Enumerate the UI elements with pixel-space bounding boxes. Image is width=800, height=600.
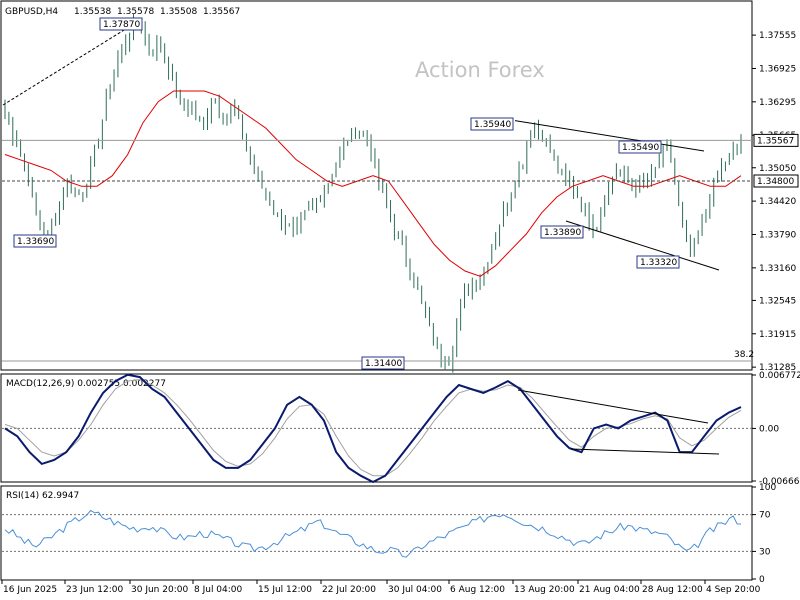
level-tag-label: 1.34800 [757,177,794,187]
watermark: Action Forex [415,58,545,82]
price-annotation-label: 1.35940 [474,120,511,130]
x-tick-label: 30 Jul 04:00 [388,585,442,595]
price-annotation-box [361,356,405,370]
price-annotation-label: 1.33320 [640,258,677,268]
close-value: 1.35567 [203,7,240,17]
x-tick-label: 8 Jul 04:00 [194,585,243,595]
price-y-tick-label: 1.33160 [759,264,796,274]
trend-line [514,120,705,152]
price-annotation-label: 1.35490 [622,143,659,153]
price-annotation-box [99,17,143,31]
rsi-y-tick-label: 0 [759,575,765,585]
moving-average-line [4,90,742,277]
x-tick-label: 15 Jul 12:00 [258,585,312,595]
x-tick-label: 16 Jun 2025 [3,585,57,595]
price-y-tick-label: 1.35050 [759,164,796,174]
rsi-y-tick-label: 70 [759,511,771,521]
price-annotation-label: 1.31400 [365,359,402,369]
x-tick-label: 6 Aug 12:00 [450,585,505,595]
rsi-y-tick-label: 30 [759,547,771,557]
high-value: 1.35578 [117,7,154,17]
x-tick-label: 23 Jun 12:00 [66,585,123,595]
price-annotation-box [636,255,680,269]
price-y-tick-label: 1.32545 [759,296,796,306]
macd-signal-line [4,378,742,477]
macd-title: MACD(12,26,9) 0.002755 0.002277 [6,379,166,389]
x-tick-label: 21 Aug 04:00 [579,585,640,595]
level-tag-box [753,174,799,188]
x-tick-label: 30 Jun 20:00 [131,585,188,595]
fib-level-label: 38.2 [734,350,754,360]
price-annotation-box [13,234,57,248]
trend-line [565,220,720,271]
level-tag-label: 1.35567 [757,136,794,146]
symbol-label: GBPUSD,H4 [5,7,58,17]
price-panel [0,0,753,371]
rsi-line [4,509,742,558]
price-y-tick-label: 1.34420 [759,197,796,207]
macd-y-tick-label: 0.00 [759,424,779,434]
price-y-tick-label: 1.36295 [759,98,796,108]
low-value: 1.35508 [160,7,197,17]
price-y-tick-label: 1.37555 [759,31,796,41]
price-annotation-box [618,140,662,154]
price-annotation-box [470,117,514,131]
price-y-tick-label: 1.36925 [759,64,796,74]
open-value: 1.35538 [74,7,111,17]
price-annotation-label: 1.37870 [103,20,140,30]
macd-trend-line [570,448,720,455]
macd-line [4,373,742,484]
price-y-tick-label: 1.31285 [759,363,796,373]
rsi-panel [0,485,753,581]
trend-line [2,21,138,106]
price-y-tick-label: 1.31915 [759,330,796,340]
x-tick-label: 13 Aug 20:00 [514,585,575,595]
level-tag-box [753,133,799,147]
price-annotation-label: 1.33690 [17,237,54,247]
rsi-title: RSI(14) 62.9947 [6,491,79,501]
price-annotation-box [540,225,584,239]
x-tick-label: 28 Aug 12:00 [642,585,703,595]
rsi-y-tick-label: 100 [759,483,776,493]
price-y-tick-label: 1.33790 [759,230,796,240]
macd-y-tick-label: 0.006772 [759,371,800,381]
price-annotation-label: 1.33890 [544,228,581,238]
macd-trend-line [517,389,709,424]
macd-y-tick-label: -0.006667 [759,477,800,487]
x-tick-label: 22 Jul 20:00 [322,585,376,595]
x-tick-label: 4 Sep 20:00 [706,585,761,595]
